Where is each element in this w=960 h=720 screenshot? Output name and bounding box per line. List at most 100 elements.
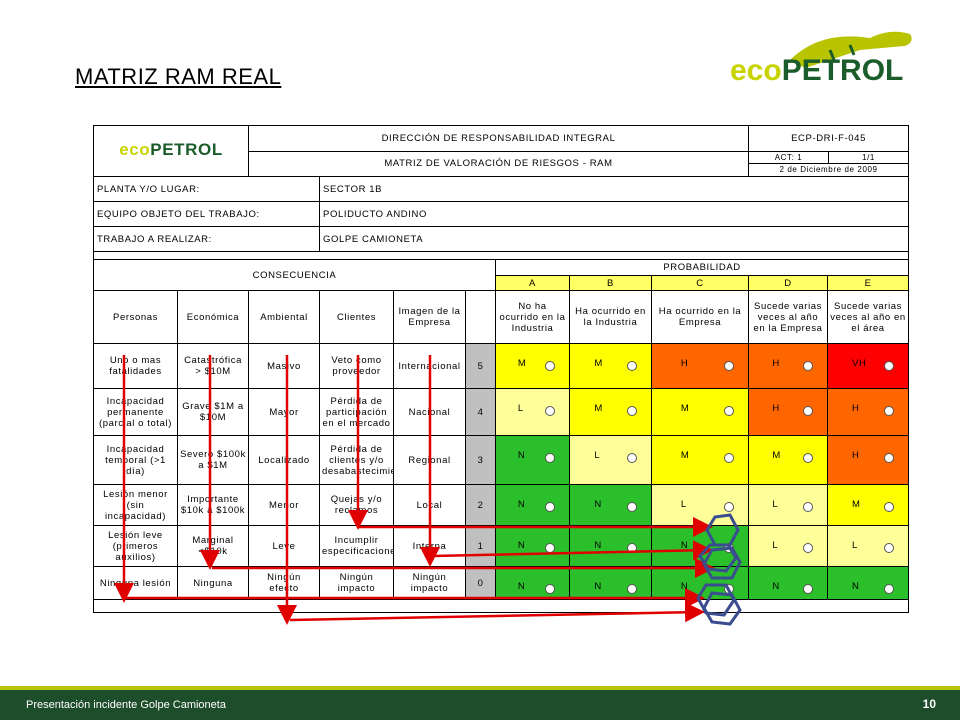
- cell-marker-icon: [627, 453, 638, 463]
- risk-cell: H: [748, 388, 829, 436]
- cell-personas: Incapacidad temporal (>1 día): [93, 435, 178, 485]
- risk-level-label: M: [680, 403, 690, 414]
- cell-imagen: Nacional: [393, 388, 467, 436]
- cell-marker-icon: [627, 502, 638, 512]
- table-row: Lesión menor (sin incapacidad) Importante…: [93, 484, 910, 526]
- cell-marker-icon: [884, 543, 895, 553]
- cell-ambiental: Localizado: [248, 435, 321, 485]
- risk-cell: M: [569, 343, 653, 389]
- form-version: ACT: 1 1/1 2 de Diciembre de 2009: [748, 150, 910, 177]
- risk-cell: N: [827, 566, 910, 600]
- form-title-2: MATRIZ DE VALORACIÓN DE RIESGOS - RAM: [248, 150, 750, 177]
- cell-marker-icon: [724, 453, 735, 463]
- cell-marker-icon: [803, 543, 814, 553]
- risk-cell: L: [748, 525, 829, 567]
- page-count: 1/1: [862, 153, 875, 163]
- prob-desc-b: Ha ocurrido en la Industria: [569, 290, 653, 344]
- risk-level-label: L: [852, 540, 858, 551]
- cell-marker-icon: [627, 584, 638, 594]
- risk-level-label: N: [680, 540, 689, 551]
- form-code: ECP-DRI-F-045: [748, 125, 910, 152]
- risk-level-label: M: [852, 499, 861, 510]
- risk-level-label: H: [852, 403, 860, 414]
- cell-clientes: Pérdida de participación en el mercado: [319, 388, 395, 436]
- risk-cell: N: [495, 566, 571, 600]
- table-row: Incapacidad temporal (>1 día) Severo $100…: [93, 435, 910, 485]
- risk-cell: L: [569, 435, 653, 485]
- risk-level-label: N: [517, 581, 526, 592]
- prob-letter-d: D: [748, 275, 829, 291]
- ecopetrol-logo: ecoPETROL: [730, 20, 930, 90]
- prob-desc-c: Ha ocurrido en la Empresa: [651, 290, 750, 344]
- footer-stripe: [0, 686, 960, 690]
- table-footer-row: [92, 599, 910, 613]
- cell-marker-icon: [545, 406, 556, 416]
- col-personas: Personas: [93, 290, 178, 344]
- risk-level-label: L: [772, 540, 779, 551]
- prob-desc-d: Sucede varias veces al año en la Empresa: [748, 290, 829, 344]
- risk-cell: M: [569, 388, 653, 436]
- cell-ambiental: Masivo: [248, 343, 321, 389]
- cell-marker-icon: [545, 543, 556, 553]
- risk-level-label: N: [517, 450, 526, 461]
- cell-marker-icon: [803, 406, 814, 416]
- cell-marker-icon: [803, 584, 814, 594]
- risk-level-label: N: [517, 499, 526, 510]
- risk-cell: L: [827, 525, 910, 567]
- table-row: Lesión leve (primeros auxilios) Marginal …: [93, 525, 910, 567]
- footer-bar: Presentación incidente Golpe Camioneta 1…: [0, 690, 960, 720]
- risk-cell: H: [651, 343, 750, 389]
- prob-desc-a: No ha ocurrido en la Industria: [495, 290, 571, 344]
- cell-clientes: Ningún impacto: [319, 566, 395, 600]
- prob-desc-e: Sucede varias veces al año en el área: [827, 290, 910, 344]
- cell-marker-icon: [724, 406, 735, 416]
- cell-personas: Lesión leve (primeros auxilios): [93, 525, 178, 567]
- risk-cell: N: [495, 484, 571, 526]
- risk-level-label: L: [517, 403, 524, 414]
- risk-level-label: H: [852, 450, 860, 461]
- risk-cell: N: [651, 566, 750, 600]
- footer-text: Presentación incidente Golpe Camioneta: [26, 699, 226, 711]
- cell-ambiental: Menor: [248, 484, 321, 526]
- risk-level-label: N: [594, 499, 602, 510]
- risk-level-label: L: [594, 450, 601, 461]
- risk-cell: M: [651, 435, 750, 485]
- cell-marker-icon: [803, 502, 814, 512]
- risk-cell: M: [748, 435, 829, 485]
- act-label: ACT: 1: [750, 152, 830, 164]
- arrow-ambiental-h: [289, 602, 705, 623]
- table-row: Uno o mas fatalidades Catastrófica > $10M…: [93, 343, 910, 389]
- cell-level: 1: [465, 525, 497, 567]
- cell-economica: Catastrófica > $10M: [176, 343, 250, 389]
- cell-ambiental: Ningún efecto: [248, 566, 321, 600]
- risk-cell: M: [495, 343, 571, 389]
- risk-level-label: VH: [852, 358, 867, 369]
- table-row: Incapacidad permanente (parcial o total)…: [93, 388, 910, 436]
- cell-marker-icon: [724, 361, 735, 371]
- cell-level: 2: [465, 484, 497, 526]
- form-date: 2 de Diciembre de 2009: [779, 165, 878, 175]
- cell-level: 5: [465, 343, 497, 389]
- cell-marker-icon: [803, 453, 814, 463]
- cell-marker-icon: [884, 453, 895, 463]
- cell-marker-icon: [884, 584, 895, 594]
- cell-clientes: Veto como proveedor: [319, 343, 395, 389]
- risk-level-label: N: [517, 540, 526, 551]
- cell-personas: Uno o mas fatalidades: [93, 343, 178, 389]
- cell-personas: Lesión menor (sin incapacidad): [93, 484, 178, 526]
- cell-ambiental: Mayor: [248, 388, 321, 436]
- trabajo-label: TRABAJO A REALIZAR:: [92, 226, 321, 252]
- risk-cell: VH: [827, 343, 910, 389]
- iguana-icon: [790, 31, 912, 68]
- risk-cell: N: [569, 484, 653, 526]
- cell-marker-icon: [545, 361, 556, 371]
- risk-level-label: N: [772, 581, 780, 592]
- risk-cell: M: [651, 388, 750, 436]
- cell-marker-icon: [884, 502, 895, 512]
- cell-marker-icon: [545, 584, 556, 594]
- risk-level-label: N: [594, 540, 602, 551]
- cell-level: 4: [465, 388, 497, 436]
- cell-level: 0: [465, 566, 497, 600]
- cell-imagen: Ningún impacto: [393, 566, 467, 600]
- trabajo-value: GOLPE CAMIONETA: [319, 226, 910, 252]
